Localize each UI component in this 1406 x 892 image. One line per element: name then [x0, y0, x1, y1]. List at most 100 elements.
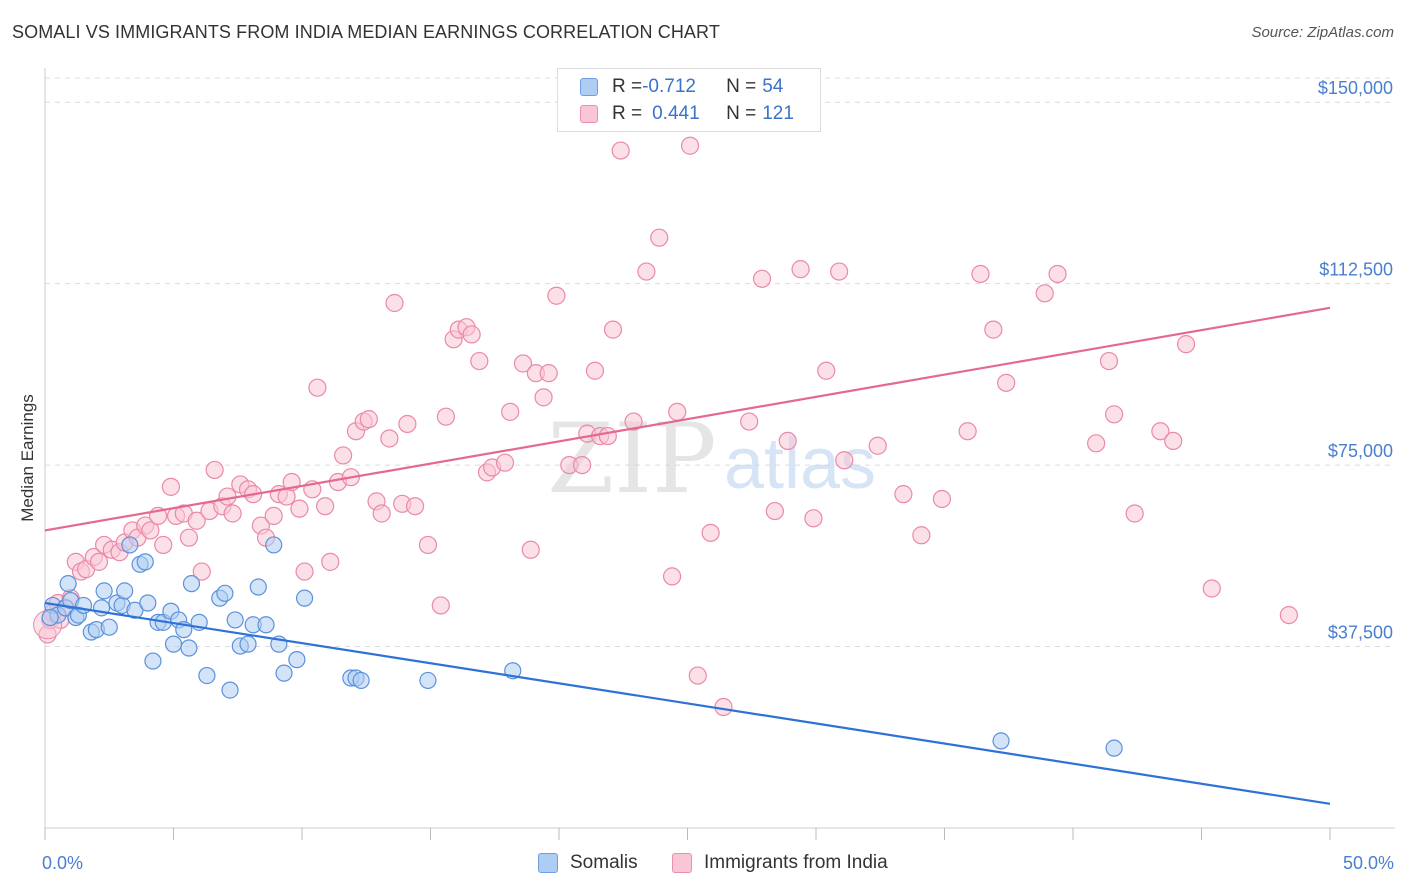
somali-point	[992, 732, 1010, 750]
india-point	[89, 552, 109, 571]
somali-point	[100, 618, 118, 636]
legend-n-label: N =	[726, 76, 757, 97]
series-legend-india[interactable]: Immigrants from India	[672, 852, 888, 874]
india-point	[1176, 335, 1196, 354]
somali-point	[216, 584, 234, 602]
legend-swatch-somali	[580, 78, 598, 96]
india-point	[804, 509, 823, 528]
india-trend-line	[44, 306, 1331, 532]
india-point	[740, 412, 759, 431]
india-point	[585, 361, 605, 380]
india-point	[932, 489, 952, 509]
india-point	[534, 388, 553, 407]
india-points-group	[33, 136, 1298, 717]
legend-r-value-india: 0.441	[652, 103, 700, 124]
india-point	[830, 262, 849, 281]
series-swatch-india	[672, 853, 692, 873]
india-point	[997, 373, 1016, 392]
y-tick-label: $75,000	[1328, 441, 1393, 461]
india-point	[912, 526, 931, 545]
somali-point	[136, 553, 154, 571]
india-point	[894, 485, 913, 504]
india-point	[218, 487, 237, 506]
india-point	[1202, 579, 1221, 598]
somali-point	[249, 578, 267, 596]
series-legend-somalis[interactable]: Somalis	[538, 852, 638, 874]
india-point	[1035, 284, 1054, 303]
somali-point	[288, 651, 306, 669]
india-point	[316, 497, 335, 516]
somali-point	[1105, 739, 1123, 757]
india-point	[1105, 405, 1124, 424]
legend-n-value-somali: 54	[762, 76, 784, 97]
india-point	[1087, 434, 1106, 453]
india-point	[205, 460, 224, 480]
legend-row-somali: R = -0.712 N = 54	[580, 74, 783, 100]
india-point	[1099, 351, 1119, 371]
india-point	[688, 666, 707, 685]
somali-point	[116, 582, 134, 600]
india-point	[539, 364, 558, 383]
somali-trend-line	[44, 601, 1331, 805]
x-tick-label: 50.0%	[1343, 853, 1394, 873]
india-point	[187, 511, 206, 530]
somali-point	[226, 611, 244, 629]
india-point	[752, 269, 772, 288]
source-label: Source: ZipAtlas.com	[1251, 24, 1394, 41]
india-point	[603, 320, 623, 339]
india-point	[141, 521, 160, 540]
india-point	[765, 501, 784, 521]
india-point	[380, 429, 399, 448]
india-point	[611, 141, 630, 160]
somali-point	[59, 575, 77, 593]
india-point	[624, 412, 643, 431]
somali-point	[121, 536, 139, 554]
india-point	[192, 562, 211, 581]
correlation-legend: R = -0.712 N = 54 R = 0.441 N = 121	[557, 68, 821, 132]
y-tick-label: $150,000	[1318, 78, 1393, 98]
series-label-somalis: Somalis	[570, 852, 638, 873]
somali-point	[144, 652, 162, 670]
india-point	[223, 504, 242, 523]
india-point	[835, 451, 854, 470]
india-point	[791, 260, 810, 279]
legend-r-value-somali: -0.712	[642, 76, 696, 97]
somali-point	[182, 575, 201, 593]
tick-label-layer: $37,500 $75,000 $112,500 $150,000 0.0% 50.0% M…	[18, 78, 1394, 873]
india-point	[513, 354, 533, 373]
india-point	[598, 426, 617, 446]
india-point	[436, 407, 456, 426]
india-point	[308, 378, 327, 397]
india-point	[547, 286, 566, 305]
somali-point	[419, 671, 437, 690]
legend-swatch-india	[580, 105, 598, 123]
somali-point	[139, 594, 157, 612]
axis-layer	[44, 68, 1395, 840]
india-point	[334, 446, 353, 465]
grid-layer	[45, 77, 1395, 648]
india-point	[501, 402, 520, 421]
india-point	[1048, 264, 1067, 284]
india-point	[179, 528, 199, 547]
series-legend: Somalis Immigrants from India	[0, 852, 1406, 878]
y-tick-label: $37,500	[1328, 623, 1393, 643]
india-point	[372, 504, 391, 523]
somali-point	[95, 582, 113, 600]
somali-point	[352, 671, 370, 690]
watermark-atlas: atlas	[724, 424, 876, 504]
india-point	[868, 436, 887, 455]
india-point	[161, 477, 181, 496]
somali-point	[74, 596, 93, 615]
india-point	[295, 562, 314, 581]
somali-point	[275, 664, 293, 682]
india-point	[431, 596, 450, 615]
y-tick-label: $112,500	[1319, 260, 1393, 280]
somali-point	[41, 608, 59, 627]
india-point	[958, 422, 977, 441]
somali-point	[180, 639, 198, 657]
somali-point	[126, 601, 144, 619]
india-point	[495, 453, 515, 472]
india-point	[1151, 422, 1170, 441]
somali-point	[221, 681, 239, 699]
